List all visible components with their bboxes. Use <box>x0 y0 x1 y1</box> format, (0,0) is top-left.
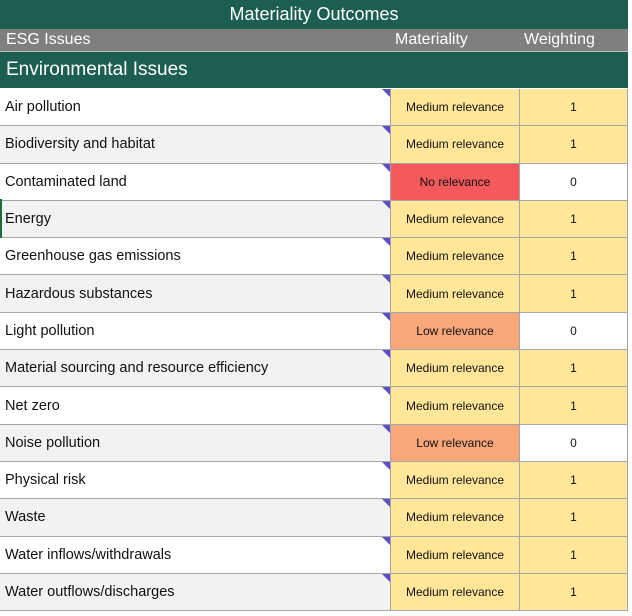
table-row: Noise pollution Low relevance 0 <box>0 424 628 462</box>
table-title[interactable]: Materiality Outcomes <box>0 0 628 30</box>
materiality-cell[interactable]: Medium relevance <box>391 536 520 573</box>
issue-cell[interactable]: Water outflows/discharges <box>0 573 391 611</box>
weighting-cell[interactable]: 1 <box>520 126 628 163</box>
header-esg-issues[interactable]: ESG Issues <box>6 31 91 48</box>
issue-cell[interactable]: Light pollution <box>0 312 391 350</box>
table-row: Water inflows/withdrawals Medium relevanc… <box>0 536 628 574</box>
issue-label: Water inflows/withdrawals <box>5 546 172 563</box>
weighting-cell[interactable]: 1 <box>520 350 628 387</box>
issue-cell[interactable]: Material sourcing and resource efficienc… <box>0 350 391 387</box>
issue-cell[interactable]: Biodiversity and habitat <box>0 126 391 163</box>
materiality-cell[interactable]: Medium relevance <box>391 461 520 499</box>
comment-indicator-icon[interactable] <box>382 312 390 321</box>
issue-cell[interactable]: Waste <box>0 499 391 536</box>
materiality-cell[interactable]: Medium relevance <box>391 238 520 275</box>
issue-cell[interactable]: Energy <box>0 200 391 238</box>
issue-label: Material sourcing and resource efficienc… <box>5 360 269 377</box>
issue-label: Energy <box>5 211 51 228</box>
weighting-cell[interactable]: 0 <box>520 424 628 461</box>
table-row: Biodiversity and habitat Medium relevance… <box>0 126 628 164</box>
issue-label: Greenhouse gas emissions <box>5 248 181 265</box>
comment-indicator-icon[interactable] <box>382 126 390 135</box>
issue-rows: Air pollution Medium relevance 1 Biodiversi… <box>0 89 628 612</box>
issue-label: Contaminated land <box>5 173 127 190</box>
materiality-cell[interactable]: Medium relevance <box>391 89 520 126</box>
weighting-cell[interactable]: 1 <box>520 499 628 536</box>
weighting-cell[interactable]: 1 <box>520 200 628 238</box>
table-row: Contaminated land No relevance 0 <box>0 163 628 201</box>
section-environmental-issues[interactable]: Environmental Issues <box>0 52 628 88</box>
issue-label: Net zero <box>5 397 60 414</box>
issue-label: Noise pollution <box>5 434 101 451</box>
table-row: Physical risk Medium relevance 1 <box>0 461 628 500</box>
table-row: Hazardous substances Medium relevance 1 <box>0 275 628 313</box>
header-materiality[interactable]: Materiality <box>395 31 468 48</box>
weighting-cell[interactable]: 1 <box>520 461 628 499</box>
weighting-cell[interactable]: 1 <box>520 573 628 611</box>
table-row: Net zero Medium relevance 1 <box>0 387 628 425</box>
materiality-cell[interactable]: Low relevance <box>391 312 520 350</box>
issue-label: Hazardous substances <box>5 285 153 302</box>
materiality-cell[interactable]: Low relevance <box>391 424 520 461</box>
table-row: Greenhouse gas emissions Medium relevance… <box>0 238 628 276</box>
materiality-cell[interactable]: Medium relevance <box>391 573 520 611</box>
table-row: Material sourcing and resource efficienc… <box>0 350 628 388</box>
issue-label: Water outflows/discharges <box>5 584 175 600</box>
issue-label: Physical risk <box>5 472 86 489</box>
issue-label: Waste <box>5 509 46 526</box>
issue-cell[interactable]: Noise pollution <box>0 424 391 461</box>
issue-cell[interactable]: Water inflows/withdrawals <box>0 536 391 573</box>
weighting-cell[interactable]: 1 <box>520 238 628 275</box>
materiality-cell[interactable]: Medium relevance <box>391 350 520 387</box>
cell-selection-marker <box>0 199 6 238</box>
issue-cell[interactable]: Hazardous substances <box>0 275 391 312</box>
comment-indicator-icon[interactable] <box>382 238 390 247</box>
comment-indicator-icon[interactable] <box>382 350 390 359</box>
comment-indicator-icon[interactable] <box>382 461 390 470</box>
materiality-cell[interactable]: No relevance <box>391 163 520 200</box>
weighting-cell[interactable]: 0 <box>520 312 628 350</box>
comment-indicator-icon[interactable] <box>382 536 390 545</box>
column-header-row: ESG Issues Materiality Weighting <box>0 29 628 52</box>
comment-indicator-icon[interactable] <box>382 387 390 396</box>
weighting-cell[interactable]: 1 <box>520 89 628 126</box>
table-row: Waste Medium relevance 1 <box>0 499 628 537</box>
table-row: Water outflows/discharges Medium relevanc… <box>0 573 628 612</box>
weighting-cell[interactable]: 1 <box>520 387 628 424</box>
comment-indicator-icon[interactable] <box>382 163 390 172</box>
issue-cell[interactable]: Net zero <box>0 387 391 424</box>
weighting-cell[interactable]: 1 <box>520 275 628 312</box>
comment-indicator-icon[interactable] <box>382 275 390 284</box>
table-row: Light pollution Low relevance 0 <box>0 312 628 351</box>
table-row: Energy Medium relevance 1 <box>0 200 628 239</box>
comment-indicator-icon[interactable] <box>382 573 390 582</box>
comment-indicator-icon[interactable] <box>382 424 390 433</box>
materiality-cell[interactable]: Medium relevance <box>391 126 520 163</box>
issue-label: Light pollution <box>5 322 95 339</box>
weighting-cell[interactable]: 0 <box>520 163 628 200</box>
comment-indicator-icon[interactable] <box>382 499 390 508</box>
header-weighting[interactable]: Weighting <box>524 31 595 48</box>
issue-cell[interactable]: Physical risk <box>0 461 391 499</box>
issue-label: Biodiversity and habitat <box>5 136 155 153</box>
materiality-cell[interactable]: Medium relevance <box>391 200 520 238</box>
issue-cell[interactable]: Air pollution <box>0 89 391 126</box>
issue-cell[interactable]: Contaminated land <box>0 163 391 200</box>
materiality-cell[interactable]: Medium relevance <box>391 275 520 312</box>
table-row: Air pollution Medium relevance 1 <box>0 89 628 127</box>
materiality-cell[interactable]: Medium relevance <box>391 499 520 536</box>
comment-indicator-icon[interactable] <box>382 89 390 97</box>
issue-label: Air pollution <box>5 99 81 116</box>
materiality-cell[interactable]: Medium relevance <box>391 387 520 424</box>
weighting-cell[interactable]: 1 <box>520 536 628 573</box>
issue-cell[interactable]: Greenhouse gas emissions <box>0 238 391 275</box>
comment-indicator-icon[interactable] <box>382 200 390 209</box>
